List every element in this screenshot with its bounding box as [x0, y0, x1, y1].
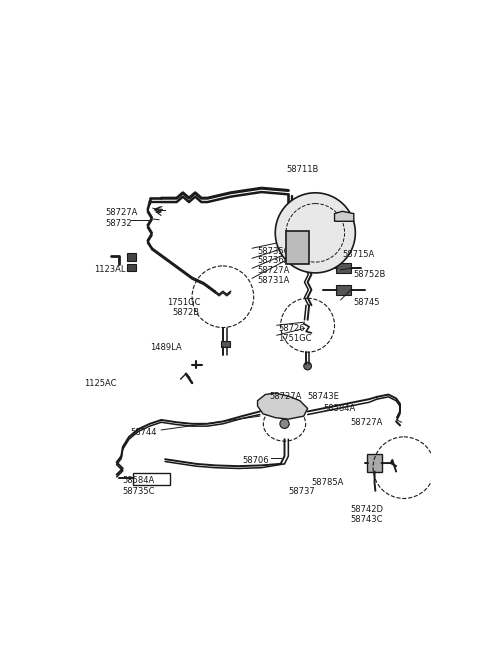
- Text: 58731A: 58731A: [258, 276, 290, 285]
- Text: 58727A: 58727A: [258, 266, 290, 275]
- Text: 58735C: 58735C: [123, 487, 156, 496]
- FancyBboxPatch shape: [127, 253, 136, 261]
- FancyBboxPatch shape: [336, 285, 351, 295]
- Text: 58742D: 58742D: [350, 505, 383, 514]
- Text: 58715A: 58715A: [342, 250, 374, 259]
- Text: 5872B: 5872B: [173, 308, 200, 317]
- FancyBboxPatch shape: [286, 231, 309, 263]
- Circle shape: [280, 419, 289, 428]
- Text: 1489LA: 1489LA: [150, 343, 181, 352]
- Text: 58711B: 58711B: [286, 165, 318, 174]
- Text: 58732: 58732: [105, 219, 132, 228]
- FancyBboxPatch shape: [221, 340, 230, 347]
- Text: 1123AL: 1123AL: [94, 265, 126, 274]
- Text: 58745: 58745: [354, 298, 380, 307]
- Text: 1125AC: 1125AC: [84, 379, 117, 388]
- FancyBboxPatch shape: [367, 454, 382, 472]
- Text: 58727A: 58727A: [105, 208, 137, 217]
- FancyBboxPatch shape: [127, 263, 136, 271]
- Text: 1751GC: 1751GC: [278, 334, 312, 343]
- Text: 58735C: 58735C: [258, 246, 290, 256]
- Text: 58743C: 58743C: [350, 516, 383, 524]
- Polygon shape: [258, 393, 308, 419]
- Circle shape: [275, 193, 355, 273]
- Text: 58737: 58737: [288, 487, 315, 496]
- Circle shape: [304, 362, 312, 370]
- Text: 58727A: 58727A: [350, 418, 383, 426]
- Text: 58736A: 58736A: [258, 256, 290, 265]
- Text: 58584A: 58584A: [323, 404, 355, 413]
- FancyBboxPatch shape: [336, 263, 351, 273]
- Text: 58744: 58744: [131, 428, 157, 438]
- Text: 58706: 58706: [242, 456, 269, 465]
- Text: 58584A: 58584A: [123, 476, 155, 485]
- Polygon shape: [335, 212, 354, 221]
- Text: 58752B: 58752B: [354, 270, 386, 279]
- Text: 58785A: 58785A: [312, 478, 344, 487]
- Text: 58726: 58726: [278, 324, 305, 332]
- Text: 1751GC: 1751GC: [168, 298, 201, 307]
- Text: 58727A: 58727A: [269, 392, 301, 401]
- Text: 58743E: 58743E: [308, 392, 339, 401]
